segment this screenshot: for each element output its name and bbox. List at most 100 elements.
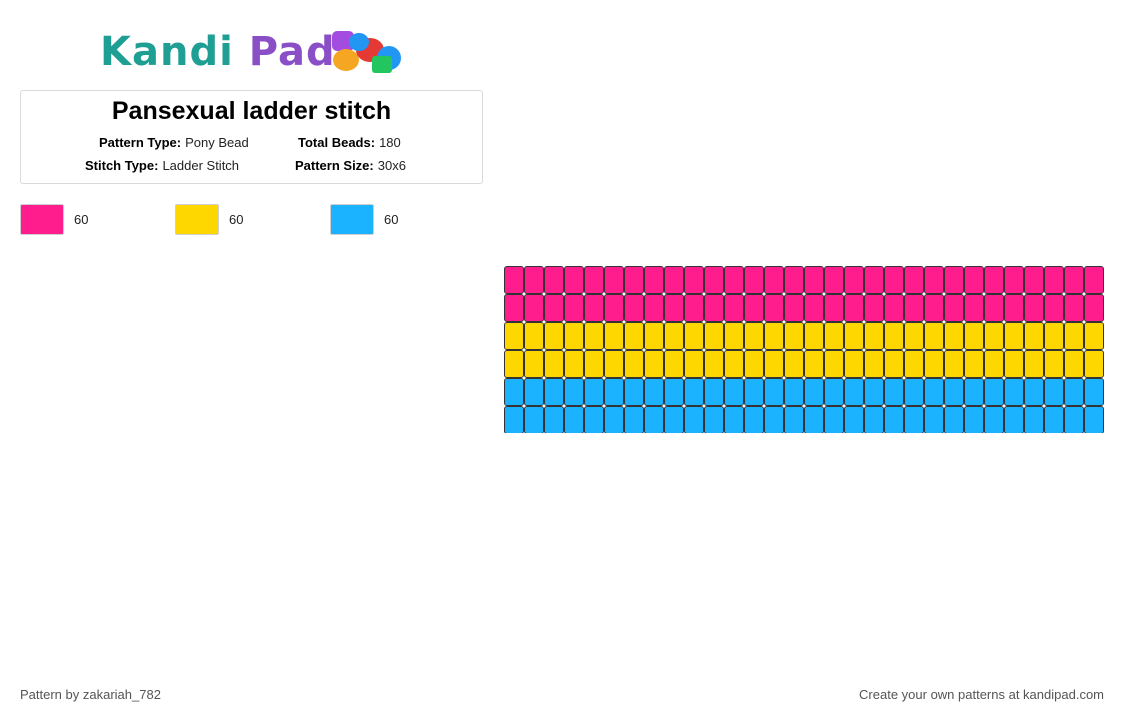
bead-cell <box>944 406 964 433</box>
pattern-type-row: Pattern Type: Pony Bead <box>99 135 249 150</box>
bead-cell <box>744 350 764 378</box>
bead-cell <box>1044 322 1064 350</box>
pattern-type-label: Pattern Type: <box>99 135 182 150</box>
bead-cell <box>984 322 1004 350</box>
bead-cell <box>704 266 724 294</box>
logo-bead <box>372 56 392 73</box>
bead-cell <box>564 266 584 294</box>
bead-cell <box>544 406 564 433</box>
bead-cell <box>544 294 564 322</box>
logo-wordmark: Kandi Pad <box>100 26 336 78</box>
bead-cell <box>544 378 564 406</box>
bead-cell <box>1064 294 1084 322</box>
bead-cell <box>884 378 904 406</box>
bead-cell <box>844 266 864 294</box>
bead-pile-icon <box>332 31 401 73</box>
bead-cell <box>804 406 824 433</box>
color-swatch-pink: 60 <box>20 203 88 235</box>
bead-cell <box>904 322 924 350</box>
bead-cell <box>564 406 584 433</box>
bead-cell <box>1064 322 1084 350</box>
bead-cell <box>804 350 824 378</box>
bead-cell <box>584 266 604 294</box>
swatch-count: 60 <box>229 211 244 227</box>
bead-cell <box>724 378 744 406</box>
bead-cell <box>784 294 804 322</box>
bead-cell <box>1084 350 1104 378</box>
bead-cell <box>704 322 724 350</box>
bead-cell <box>844 350 864 378</box>
bead-cell <box>1004 322 1024 350</box>
bead-cell <box>764 322 784 350</box>
bead-cell <box>524 350 544 378</box>
bead-cell <box>864 350 884 378</box>
bead-cell <box>824 266 844 294</box>
bead-cell <box>964 378 984 406</box>
bead-cell <box>504 322 524 350</box>
bead-cell <box>744 266 764 294</box>
bead-cell <box>1084 266 1104 294</box>
bead-cell <box>1064 266 1084 294</box>
bead-cell <box>744 322 764 350</box>
bead-cell <box>704 350 724 378</box>
bead-cell <box>524 294 544 322</box>
bead-cell <box>924 322 944 350</box>
kandipad-logo[interactable]: Kandi Pad <box>100 24 410 80</box>
bead-cell <box>784 406 804 433</box>
bead-cell <box>804 322 824 350</box>
kandipad-link[interactable]: Create your own patterns at kandipad.com <box>859 687 1104 702</box>
bead-cell <box>944 350 964 378</box>
bead-cell <box>544 350 564 378</box>
bead-cell <box>704 294 724 322</box>
pattern-credit: Pattern by zakariah_782 <box>20 687 161 702</box>
bead-cell <box>664 350 684 378</box>
bead-cell <box>864 322 884 350</box>
bead-cell <box>504 378 524 406</box>
bead-cell <box>584 294 604 322</box>
bead-cell <box>904 406 924 433</box>
bead-cell <box>764 266 784 294</box>
bead-cell <box>1024 322 1044 350</box>
bead-cell <box>644 378 664 406</box>
bead-cell <box>1064 406 1084 433</box>
pattern-title: Pansexual ladder stitch <box>111 97 392 125</box>
bead-cell <box>504 406 524 433</box>
bead-cell <box>784 322 804 350</box>
bead-cell <box>504 266 524 294</box>
bead-cell <box>804 378 824 406</box>
stitch-type-row: Stitch Type: Ladder Stitch <box>85 158 239 173</box>
bead-cell <box>604 322 624 350</box>
bead-cell <box>824 378 844 406</box>
bead-cell <box>784 266 804 294</box>
bead-cell <box>624 350 644 378</box>
bead-cell <box>784 350 804 378</box>
stitch-type-label: Stitch Type: <box>85 158 159 173</box>
bead-cell <box>924 266 944 294</box>
bead-cell <box>964 322 984 350</box>
bead-cell <box>684 294 704 322</box>
bead-cell <box>604 350 624 378</box>
bead-cell <box>764 406 784 433</box>
bead-cell <box>1084 406 1104 433</box>
total-beads-row: Total Beads: 180 <box>298 135 401 150</box>
bead-cell <box>844 406 864 433</box>
bead-cell <box>864 294 884 322</box>
bead-cell <box>744 406 764 433</box>
logo-word-pad: Pad <box>248 29 336 75</box>
bead-cell <box>1044 378 1064 406</box>
bead-cell <box>664 322 684 350</box>
bead-cell <box>964 294 984 322</box>
logo-bead <box>349 33 369 51</box>
bead-cell <box>984 378 1004 406</box>
bead-cell <box>804 294 824 322</box>
total-beads-label: Total Beads: <box>298 135 376 150</box>
bead-cell <box>1044 350 1064 378</box>
bead-cell <box>724 266 744 294</box>
bead-cell <box>944 378 964 406</box>
bead-cell <box>1024 350 1044 378</box>
bead-cell <box>884 322 904 350</box>
bead-cell <box>944 294 964 322</box>
bead-cell <box>564 322 584 350</box>
bead-cell <box>844 294 864 322</box>
bead-cell <box>884 266 904 294</box>
